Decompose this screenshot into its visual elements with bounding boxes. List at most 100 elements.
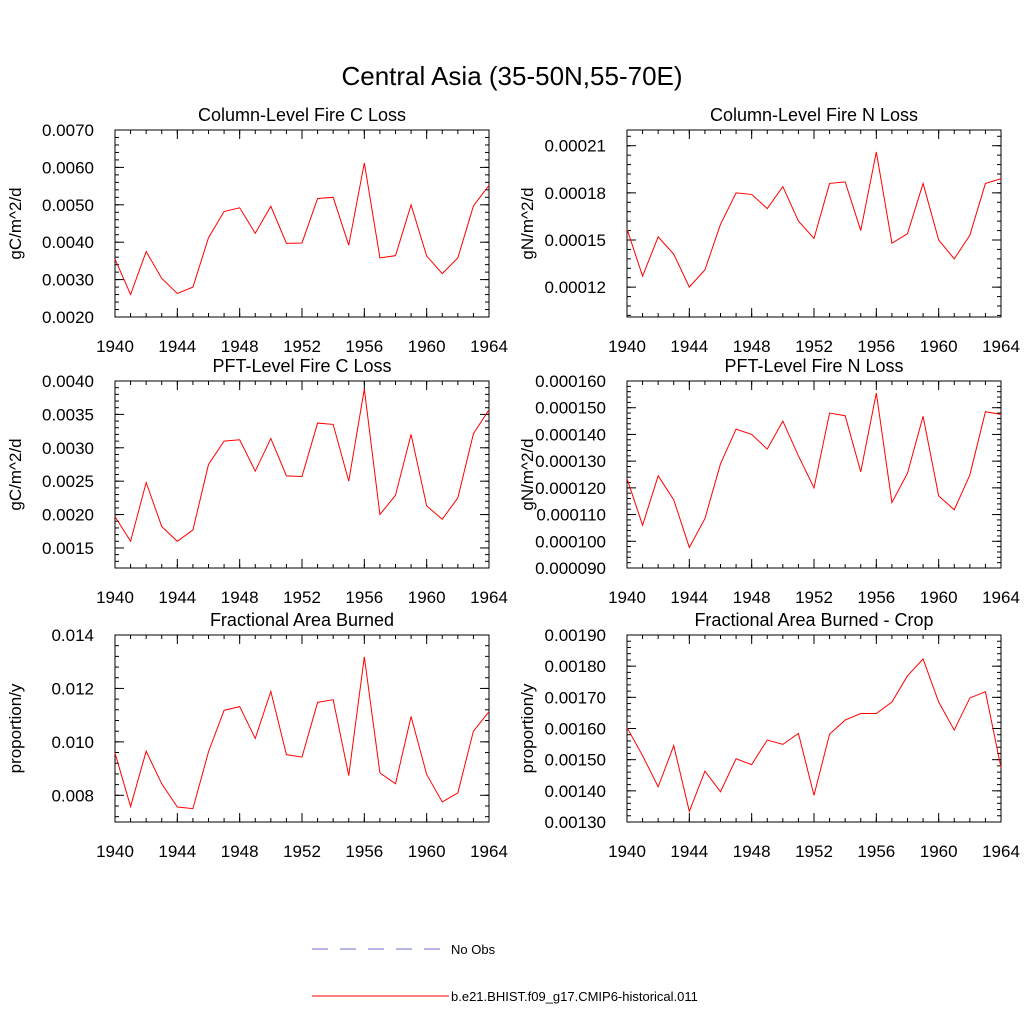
panel-title: Fractional Area Burned (210, 610, 394, 630)
y-axis-label: gN/m^2/d (518, 187, 537, 259)
panel-1: Column-Level Fire C Loss gC/m^2/d 1940 1944… (6, 105, 508, 356)
y-tick-label: 0.000090 (535, 559, 606, 578)
y-tick-label: 0.00012 (545, 278, 606, 297)
x-tick-label: 1964 (982, 588, 1020, 607)
x-tick-label: 1956 (345, 337, 383, 356)
y-tick-label: 0.000150 (535, 399, 606, 418)
y-tick-label: 0.000110 (536, 506, 606, 525)
x-tick-label: 1960 (920, 842, 958, 861)
x-tick-label: 1948 (733, 588, 771, 607)
x-tick-label: 1944 (158, 337, 196, 356)
x-tick-label: 1960 (920, 337, 958, 356)
y-tick-label: 0.00018 (545, 184, 606, 203)
x-tick-label: 1964 (982, 842, 1020, 861)
y-tick-label: 0.000160 (535, 372, 606, 391)
y-tick-label: 0.0060 (42, 158, 94, 177)
y-axis-label: gC/m^2/d (6, 438, 25, 510)
y-tick-label: 0.00150 (545, 751, 606, 770)
panel-5: Fractional Area Burned proportion/y 1940 19… (6, 610, 508, 861)
panel-title: Column-Level Fire C Loss (198, 105, 406, 125)
series-line-1 (626, 392, 1002, 549)
x-tick-label: 1952 (283, 337, 321, 356)
x-tick-label: 1960 (920, 588, 958, 607)
x-tick-label: 1940 (96, 337, 134, 356)
x-tick-label: 1948 (221, 337, 259, 356)
y-tick-label: 0.00160 (545, 720, 606, 739)
x-tick-label: 1948 (221, 842, 259, 861)
plot-frame (114, 634, 490, 823)
panel-4: PFT-Level Fire N Loss gN/m^2/d 1940 1944 194… (518, 356, 1020, 607)
y-axis-label: proportion/y (518, 683, 537, 773)
y-axis-label: proportion/y (6, 683, 25, 773)
x-tick-label: 1944 (670, 588, 708, 607)
y-tick-label: 0.00180 (545, 657, 606, 676)
x-tick-label: 1952 (795, 588, 833, 607)
x-tick-label: 1964 (470, 337, 508, 356)
y-axis-label: gC/m^2/d (6, 187, 25, 259)
y-tick-label: 0.0030 (42, 439, 94, 458)
series-line-1 (114, 388, 490, 543)
y-tick-label: 0.0030 (42, 271, 94, 290)
y-tick-label: 0.012 (51, 679, 94, 698)
y-tick-label: 0.00140 (545, 782, 606, 801)
x-tick-label: 1940 (608, 337, 646, 356)
series-line-1 (114, 656, 490, 810)
x-tick-label: 1952 (795, 337, 833, 356)
x-tick-label: 1944 (670, 842, 708, 861)
x-tick-label: 1956 (345, 842, 383, 861)
plot-frame (114, 129, 490, 318)
y-tick-label: 0.00190 (545, 626, 606, 645)
plot-frame (626, 380, 1002, 569)
x-tick-label: 1964 (470, 588, 508, 607)
figure-title: Central Asia (35-50N,55-70E) (341, 61, 682, 91)
panel-title: Fractional Area Burned - Crop (694, 610, 933, 630)
x-tick-label: 1944 (158, 842, 196, 861)
x-tick-label: 1952 (283, 588, 321, 607)
legend-model-label: b.e21.BHIST.f09_g17.CMIP6-historical.011 (451, 989, 698, 1004)
x-tick-label: 1940 (608, 588, 646, 607)
y-tick-label: 0.010 (51, 733, 94, 752)
y-tick-label: 0.0040 (42, 372, 94, 391)
x-tick-label: 1956 (857, 842, 895, 861)
y-tick-label: 0.014 (51, 626, 94, 645)
legend-obs-label: No Obs (451, 942, 496, 957)
plot-frame (626, 129, 1002, 318)
x-tick-label: 1948 (221, 588, 259, 607)
plot-frame (114, 380, 490, 569)
x-tick-label: 1964 (470, 842, 508, 861)
panel-title: PFT-Level Fire C Loss (212, 356, 391, 376)
y-tick-label: 0.0020 (42, 308, 94, 327)
panel-title: Column-Level Fire N Loss (710, 105, 918, 125)
x-tick-label: 1944 (158, 588, 196, 607)
series-line-1 (114, 162, 490, 296)
panel-title: PFT-Level Fire N Loss (724, 356, 903, 376)
y-axis-label: gN/m^2/d (518, 438, 537, 510)
x-tick-label: 1952 (795, 842, 833, 861)
x-tick-label: 1960 (408, 588, 446, 607)
panel-2: Column-Level Fire N Loss gN/m^2/d 1940 1944… (518, 105, 1020, 356)
y-tick-label: 0.0020 (42, 506, 94, 525)
y-tick-label: 0.0050 (42, 196, 94, 215)
x-tick-label: 1960 (408, 842, 446, 861)
x-tick-label: 1948 (733, 842, 771, 861)
y-tick-label: 0.000120 (535, 479, 606, 498)
y-tick-label: 0.00170 (545, 688, 606, 707)
x-tick-label: 1952 (283, 842, 321, 861)
x-tick-label: 1940 (96, 588, 134, 607)
panel-6: Fractional Area Burned - Crop proportion/… (518, 610, 1020, 861)
y-tick-label: 0.000140 (535, 425, 606, 444)
series-line-1 (626, 658, 1002, 814)
x-tick-label: 1956 (857, 337, 895, 356)
y-tick-label: 0.000100 (535, 532, 606, 551)
x-tick-label: 1944 (670, 337, 708, 356)
y-tick-label: 0.008 (51, 786, 94, 805)
x-tick-label: 1960 (408, 337, 446, 356)
y-tick-label: 0.0025 (42, 472, 94, 491)
x-tick-label: 1940 (608, 842, 646, 861)
panels-group: Column-Level Fire C Loss gC/m^2/d 1940 1944… (6, 105, 1020, 861)
y-tick-label: 0.0040 (42, 233, 94, 252)
x-tick-label: 1964 (982, 337, 1020, 356)
y-tick-label: 0.0035 (42, 405, 94, 424)
x-tick-label: 1940 (96, 842, 134, 861)
